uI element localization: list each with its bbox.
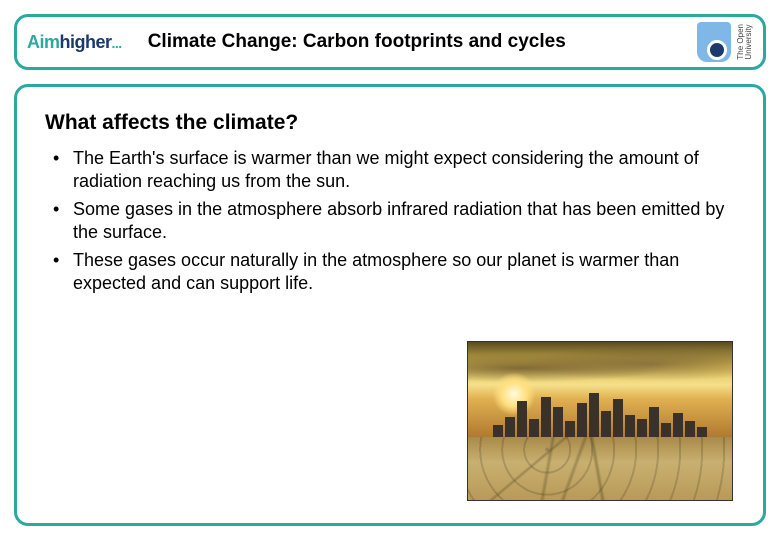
building [517, 401, 527, 437]
building [505, 417, 515, 437]
building [673, 413, 683, 437]
building [565, 421, 575, 437]
image-cracks [468, 437, 732, 500]
bullet-list: The Earth's surface is warmer than we mi… [45, 147, 735, 295]
ou-text: The Open University [737, 24, 753, 60]
building [577, 403, 587, 437]
header-frame: Aimhigher... Climate Change: Carbon foot… [14, 14, 766, 70]
bullet-item: The Earth's surface is warmer than we mi… [51, 147, 735, 194]
bullet-item: Some gases in the atmosphere absorb infr… [51, 198, 735, 245]
building [553, 407, 563, 437]
logo-dots: ... [112, 35, 122, 51]
bullet-item: These gases occur naturally in the atmos… [51, 249, 735, 296]
logo-part2: higher [60, 32, 112, 53]
illustration-image [467, 341, 733, 501]
content-heading: What affects the climate? [45, 111, 735, 135]
image-skyline [468, 391, 732, 437]
open-university-logo: The Open University [697, 22, 753, 62]
building [613, 399, 623, 437]
image-sky [468, 342, 732, 437]
building [493, 425, 503, 437]
building [649, 407, 659, 437]
building [529, 419, 539, 437]
ou-shield-icon [697, 22, 731, 62]
building [601, 411, 611, 437]
building [541, 397, 551, 437]
building [697, 427, 707, 437]
logo-part1: Aim [27, 32, 60, 53]
building [589, 393, 599, 437]
image-ground [468, 437, 732, 500]
aimhigher-logo: Aimhigher... [27, 32, 122, 53]
building [637, 419, 647, 437]
building [685, 421, 695, 437]
slide-title: Climate Change: Carbon footprints and cy… [122, 31, 697, 53]
building [625, 415, 635, 437]
content-frame: What affects the climate? The Earth's su… [14, 84, 766, 526]
building [661, 423, 671, 437]
